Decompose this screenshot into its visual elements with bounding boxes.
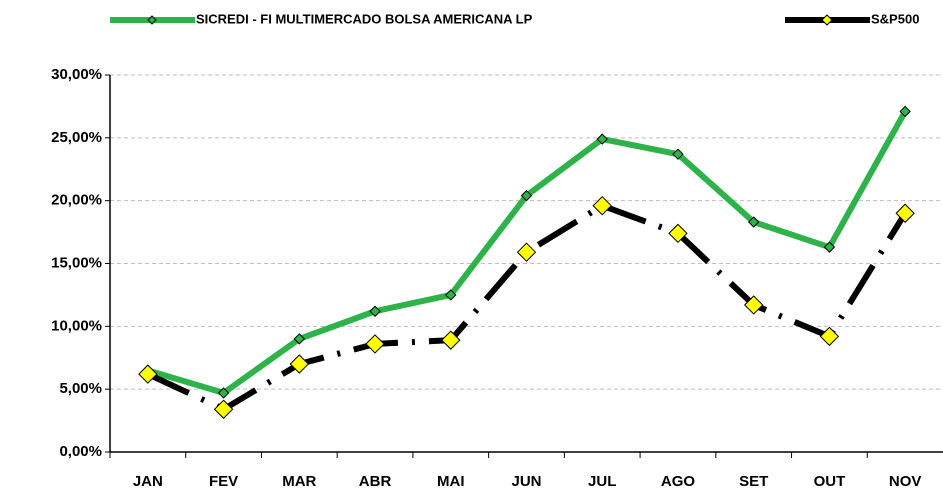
y-tick-label: 30,00%: [51, 66, 102, 83]
point-marker: [217, 387, 230, 399]
x-tick-label: JAN: [133, 473, 163, 490]
x-tick-label: JUL: [588, 473, 616, 490]
y-tick-label: 10,00%: [51, 317, 102, 334]
point-marker: [743, 295, 764, 315]
x-tick-label: FEV: [209, 473, 238, 490]
y-tick-label: 15,00%: [51, 254, 102, 271]
point-marker: [520, 189, 533, 202]
y-tick-label: 0,00%: [59, 443, 102, 460]
x-tick-label: OUT: [814, 473, 846, 490]
point-marker: [672, 148, 684, 160]
x-tick-label: NOV: [889, 473, 922, 490]
legend: SICREDI - FI MULTIMERCADO BOLSA AMERICAN…: [110, 11, 919, 26]
point-marker: [445, 289, 457, 301]
point-marker: [596, 133, 608, 145]
point-marker: [895, 203, 915, 223]
point-marker: [369, 305, 381, 317]
legend-marker: [147, 15, 157, 25]
y-tick-label: 5,00%: [59, 380, 102, 397]
point-marker: [516, 242, 537, 262]
point-marker: [823, 241, 836, 253]
point-marker: [592, 195, 612, 216]
x-tick-label: MAR: [282, 473, 316, 490]
point-marker: [138, 364, 158, 384]
legend-marker: [821, 14, 833, 26]
x-tick-label: JUN: [511, 473, 541, 490]
x-tick-label: MAI: [437, 473, 465, 490]
point-marker: [365, 334, 385, 354]
point-marker: [213, 399, 234, 419]
point-marker: [819, 326, 840, 347]
x-tick-label: SET: [739, 473, 768, 490]
y-tick-label: 20,00%: [51, 192, 102, 209]
x-tick-label: AGO: [661, 473, 696, 490]
legend-label: S&P500: [871, 11, 919, 26]
y-tick-label: 25,00%: [51, 129, 102, 146]
x-tick-label: ABR: [359, 473, 392, 490]
point-marker: [747, 216, 760, 228]
point-marker: [441, 330, 461, 350]
point-marker: [668, 223, 688, 244]
legend-label: SICREDI - FI MULTIMERCADO BOLSA AMERICAN…: [196, 11, 533, 26]
point-marker: [293, 333, 306, 345]
point-marker: [289, 354, 310, 374]
point-marker: [899, 105, 911, 118]
